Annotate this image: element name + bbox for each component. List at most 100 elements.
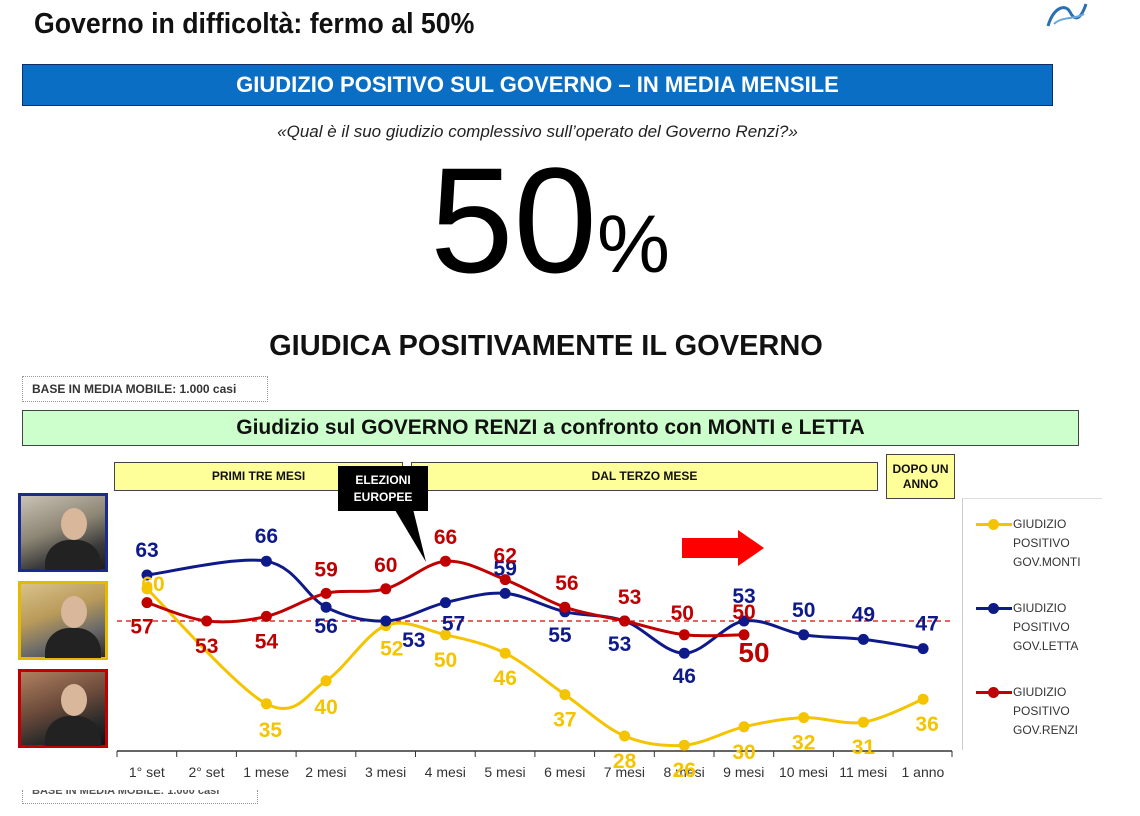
data-point-renzi xyxy=(559,601,571,613)
data-point-renzi xyxy=(738,629,750,641)
data-label-monti: 50 xyxy=(434,649,457,672)
data-label-letta: 55 xyxy=(548,624,572,647)
x-tick-label: 8 mesi xyxy=(663,764,704,780)
headline-figure: 50% xyxy=(0,140,1100,300)
x-tick-label: 6 mesi xyxy=(544,764,585,780)
data-label-letta: 57 xyxy=(442,613,465,636)
data-point-monti xyxy=(678,739,690,751)
x-tick-label: 2° set xyxy=(189,764,225,780)
legend-item-monti: GIUDIZIO POSITIVO GOV.MONTI xyxy=(963,515,1103,575)
data-point-renzi xyxy=(380,583,392,595)
legend-swatch-dot xyxy=(988,603,999,614)
data-label-letta: 47 xyxy=(915,613,938,636)
data-point-letta xyxy=(678,647,690,659)
data-point-monti xyxy=(857,716,869,728)
data-point-monti xyxy=(141,583,153,595)
data-label-renzi: 50 xyxy=(732,601,755,624)
x-tick-label: 7 mesi xyxy=(604,764,645,780)
x-tick-label: 1° set xyxy=(129,764,165,780)
data-label-renzi: 57 xyxy=(130,616,153,639)
data-label-monti: 60 xyxy=(141,573,164,596)
data-label-letta: 53 xyxy=(732,585,755,608)
data-label-monti: 52 xyxy=(380,638,403,661)
data-point-monti xyxy=(440,629,451,641)
data-point-monti xyxy=(917,693,929,705)
data-label-renzi: 59 xyxy=(314,558,337,581)
photo-monti xyxy=(18,581,108,660)
legend-swatch-dot xyxy=(988,519,999,530)
data-point-renzi xyxy=(499,574,511,586)
data-label-monti: 36 xyxy=(915,713,938,736)
data-label-monti: 32 xyxy=(792,732,815,755)
data-label-monti: 28 xyxy=(613,750,637,773)
data-point-monti xyxy=(499,647,511,659)
photo-renzi xyxy=(18,669,108,748)
legend-label: GIUDIZIO POSITIVO GOV.RENZI xyxy=(1013,685,1078,737)
x-tick-label: 1 anno xyxy=(901,764,944,780)
x-tick-label: 1 mese xyxy=(243,764,289,780)
data-point-renzi xyxy=(440,555,451,567)
legend-label: GIUDIZIO POSITIVO GOV.MONTI xyxy=(1013,517,1081,569)
data-label-renzi: 53 xyxy=(618,586,641,609)
data-point-letta xyxy=(499,587,511,599)
data-label-letta: 53 xyxy=(402,629,425,652)
data-label-letta: 50 xyxy=(792,599,815,622)
data-point-renzi xyxy=(678,629,690,641)
highlight-label: 50 xyxy=(738,637,769,668)
data-label-letta: 59 xyxy=(494,557,517,580)
period-from-third-month: DAL TERZO MESE xyxy=(411,462,878,491)
data-label-letta: 56 xyxy=(314,615,337,638)
data-point-renzi xyxy=(260,610,272,622)
x-tick-label: 10 mesi xyxy=(779,764,828,780)
red-arrow-icon xyxy=(682,530,764,566)
data-label-monti: 30 xyxy=(732,741,755,764)
data-label-renzi: 53 xyxy=(195,635,218,658)
data-label-letta: 66 xyxy=(255,525,278,548)
data-point-letta xyxy=(141,569,153,581)
data-label-letta: 63 xyxy=(135,539,158,562)
headline-percent-sign: % xyxy=(596,199,670,290)
data-point-renzi xyxy=(320,587,332,599)
data-label-letta: 53 xyxy=(608,633,631,656)
data-point-letta xyxy=(798,629,810,641)
data-point-letta xyxy=(320,601,332,613)
data-point-renzi xyxy=(201,615,213,627)
legend-label: GIUDIZIO POSITIVO GOV.LETTA xyxy=(1013,601,1079,653)
data-point-letta xyxy=(260,555,272,567)
data-label-monti: 26 xyxy=(673,759,696,782)
x-tick-label: 2 mesi xyxy=(305,764,346,780)
logo-swirl-icon xyxy=(1046,3,1088,27)
data-point-monti xyxy=(798,712,810,724)
x-tick-label: 5 mesi xyxy=(484,764,525,780)
legend-swatch-dot xyxy=(988,687,999,698)
data-label-renzi: 62 xyxy=(494,545,517,568)
x-tick-label: 9 mesi xyxy=(723,764,764,780)
data-point-monti xyxy=(619,730,631,742)
data-point-letta xyxy=(380,615,392,627)
data-point-monti xyxy=(320,675,332,687)
data-label-monti: 37 xyxy=(553,709,576,732)
data-label-monti: 40 xyxy=(314,696,337,719)
sub-heading: GIUDICA POSITIVAMENTE IL GOVERNO xyxy=(269,330,823,362)
data-label-renzi: 66 xyxy=(434,526,457,549)
period-after-one-year: DOPO UN ANNO xyxy=(886,454,955,499)
data-label-monti: 46 xyxy=(494,667,517,690)
base-note-bottom: BASE IN MEDIA MOBILE: 1.000 casi xyxy=(22,790,258,804)
photo-letta xyxy=(18,493,108,572)
comparison-banner: Giudizio sul GOVERNO RENZI a confronto c… xyxy=(22,410,1079,446)
legend-item-renzi: GIUDIZIO POSITIVO GOV.RENZI xyxy=(963,683,1103,743)
chart-legend: GIUDIZIO POSITIVO GOV.MONTI GIUDIZIO POSI… xyxy=(962,498,1102,750)
data-label-renzi: 54 xyxy=(255,630,279,653)
headline-number: 50 xyxy=(430,136,597,304)
event-label: ELEZIONI EUROPEE xyxy=(338,466,428,511)
data-label-renzi: 60 xyxy=(374,554,397,577)
data-point-monti xyxy=(559,689,571,701)
x-tick-label: 11 mesi xyxy=(839,764,887,780)
event-callout-pointer xyxy=(392,505,426,562)
data-point-letta xyxy=(738,615,750,627)
survey-question: «Qual è il suo giudizio complessivo sull… xyxy=(277,122,798,141)
data-label-letta: 46 xyxy=(673,665,696,688)
data-label-renzi: 56 xyxy=(555,572,578,595)
data-label-monti: 31 xyxy=(852,736,876,759)
